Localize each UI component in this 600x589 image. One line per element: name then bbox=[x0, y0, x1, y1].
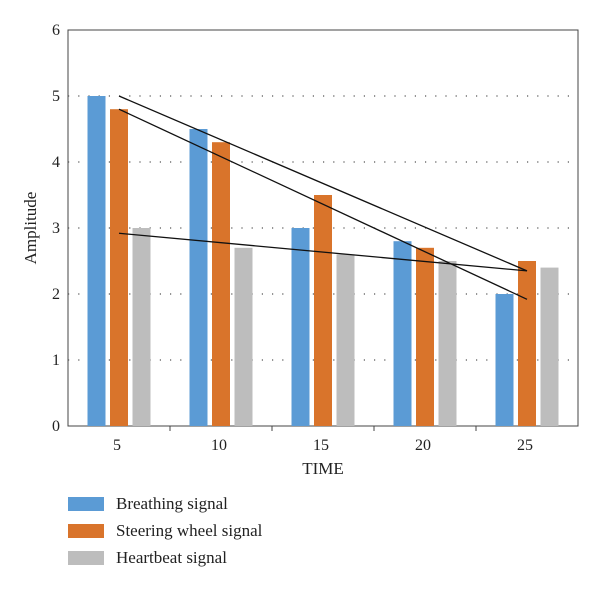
x-tick-label: 25 bbox=[517, 437, 533, 454]
y-tick-label: 6 bbox=[52, 22, 60, 39]
x-tick-label: 10 bbox=[211, 437, 227, 454]
bar-steering-wheel-signal-20 bbox=[416, 247, 434, 426]
y-tick-labels: 0 1 2 3 4 5 6 bbox=[52, 22, 60, 435]
legend-label-breathing: Breathing signal bbox=[116, 493, 228, 513]
bar-breathing-signal-5 bbox=[87, 96, 106, 426]
x-tick-label: 20 bbox=[415, 437, 431, 454]
trendline-3 bbox=[118, 232, 528, 272]
bar-chart: 0 1 2 3 4 5 6 5 10 15 20 25 TIME Amplitude bbox=[21, 22, 579, 478]
bar-breathing-signal-10 bbox=[189, 129, 208, 426]
y-tick-label: 5 bbox=[52, 88, 60, 105]
legend-swatch-heartbeat bbox=[68, 550, 104, 565]
bar-heartbeat-signal-20 bbox=[438, 261, 457, 426]
trendlines bbox=[118, 95, 528, 300]
trendline-1 bbox=[118, 95, 528, 272]
bar-breathing-signal-25 bbox=[495, 294, 514, 426]
bar-steering-wheel-signal-5 bbox=[110, 109, 128, 426]
legend-item-heartbeat: Heartbeat signal bbox=[68, 544, 262, 571]
y-axis-title: Amplitude bbox=[21, 192, 40, 265]
bar-heartbeat-signal-10 bbox=[234, 247, 253, 426]
x-tick-label: 5 bbox=[113, 437, 121, 454]
bar-breathing-signal-15 bbox=[291, 228, 310, 426]
legend: Breathing signal Steering wheel signal H… bbox=[68, 490, 262, 571]
trendline-2 bbox=[118, 108, 528, 300]
x-tick-labels: 5 10 15 20 25 bbox=[113, 426, 533, 454]
bar-breathing-signal-20 bbox=[393, 241, 412, 426]
bars bbox=[87, 96, 559, 426]
legend-item-breathing: Breathing signal bbox=[68, 490, 262, 517]
legend-item-steering: Steering wheel signal bbox=[68, 517, 262, 544]
bar-steering-wheel-signal-15 bbox=[314, 195, 332, 426]
bar-steering-wheel-signal-10 bbox=[212, 142, 230, 426]
y-tick-label: 4 bbox=[52, 154, 60, 171]
legend-label-heartbeat: Heartbeat signal bbox=[116, 547, 227, 567]
bar-heartbeat-signal-15 bbox=[336, 254, 355, 426]
y-tick-label: 3 bbox=[52, 220, 60, 237]
bar-steering-wheel-signal-25 bbox=[518, 261, 536, 426]
legend-swatch-breathing bbox=[68, 496, 104, 511]
bar-heartbeat-signal-25 bbox=[540, 267, 559, 426]
x-axis-title: TIME bbox=[302, 459, 344, 478]
legend-swatch-steering bbox=[68, 523, 104, 538]
bar-heartbeat-signal-5 bbox=[132, 228, 151, 426]
y-tick-label: 0 bbox=[52, 418, 60, 435]
x-tick-label: 15 bbox=[313, 437, 329, 454]
y-tick-label: 2 bbox=[52, 286, 60, 303]
y-tick-label: 1 bbox=[52, 352, 60, 369]
legend-label-steering: Steering wheel signal bbox=[116, 520, 263, 540]
